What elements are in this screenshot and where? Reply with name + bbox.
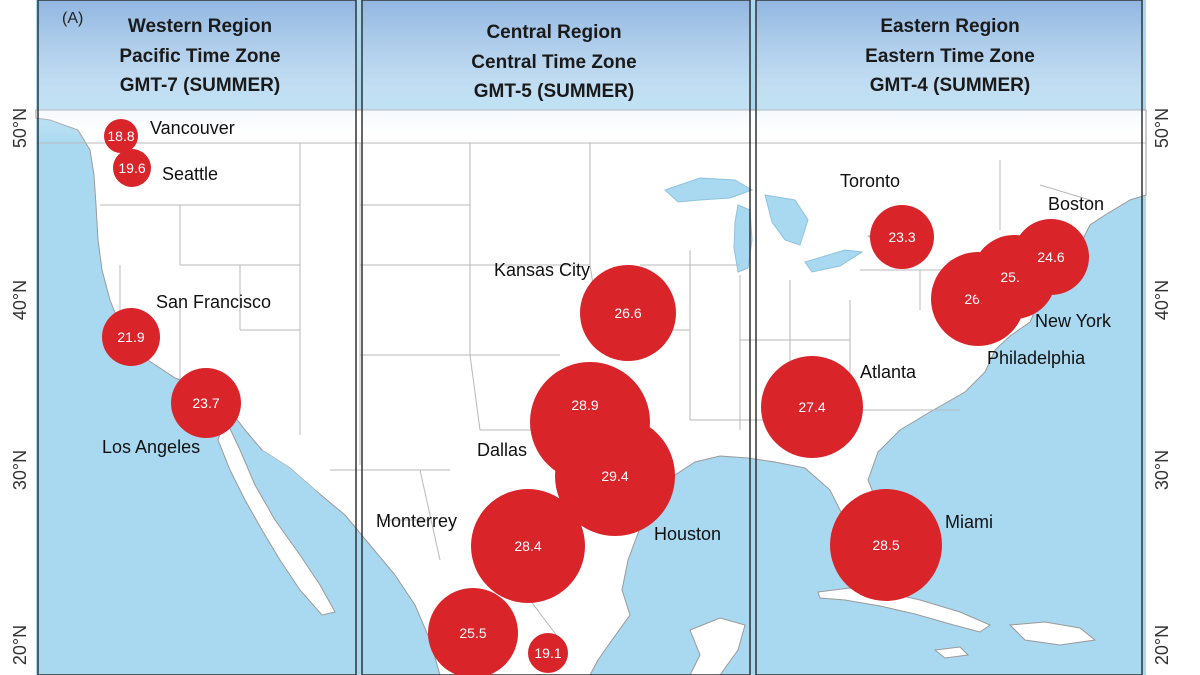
region-title-line: Eastern Region	[880, 16, 1019, 37]
region-title-line: Central Region	[486, 22, 621, 43]
latitude-label: 40°N	[10, 280, 30, 320]
city-marker-circle	[761, 356, 863, 458]
latitude-label: 20°N	[1152, 625, 1172, 665]
city-marker-miami: 28.5 Miami	[830, 489, 993, 601]
city-name: Boston	[1048, 194, 1104, 214]
city-value: 27.4	[798, 399, 825, 415]
city-name: San Francisco	[156, 292, 271, 312]
city-marker-circle	[870, 205, 934, 269]
city-marker-san-francisco: 21.9 San Francisco	[102, 292, 271, 366]
city-marker-atlanta: 27.4 Atlanta	[761, 356, 917, 458]
city-name: Seattle	[162, 164, 218, 184]
city-name: Toronto	[840, 171, 900, 191]
city-value: 19.6	[118, 160, 145, 176]
city-marker-unlabeled-mexico-2: 19.1	[528, 633, 568, 673]
city-name: Kansas City	[494, 260, 590, 280]
city-marker-circle	[104, 119, 138, 153]
region-gmt-line: GMT-4 (SUMMER)	[870, 75, 1030, 96]
city-name: Philadelphia	[987, 348, 1086, 368]
city-marker-los-angeles: 23.7 Los Angeles	[102, 368, 241, 457]
city-value: 28.4	[514, 538, 541, 554]
city-marker-boston: 24.6 Boston	[1013, 194, 1104, 295]
city-name: Houston	[654, 524, 721, 544]
city-name: Vancouver	[150, 118, 235, 138]
city-marker-circle	[580, 265, 676, 361]
city-value: 23.3	[888, 229, 915, 245]
yucatan	[689, 617, 746, 675]
eastern-region-title: Eastern Region Eastern Time Zone GMT-4 (…	[865, 16, 1035, 96]
city-name: New York	[1035, 311, 1112, 331]
hispaniola	[1008, 621, 1097, 646]
gulf-of-california	[262, 450, 380, 580]
city-value: 25.5	[459, 625, 486, 641]
city-name: Dallas	[477, 440, 527, 460]
lake-superior	[664, 177, 754, 203]
region-timezone-line: Central Time Zone	[471, 52, 636, 73]
city-name: Los Angeles	[102, 437, 200, 457]
latitude-label: 50°N	[1152, 108, 1172, 148]
western-region-title: Western Region Pacific Time Zone GMT-7 (…	[119, 16, 280, 96]
central-region-title: Central Region Central Time Zone GMT-5 (…	[471, 22, 636, 102]
latitude-label: 20°N	[10, 625, 30, 665]
city-value: 29.4	[601, 468, 628, 484]
jamaica	[933, 646, 970, 659]
latitude-label: 40°N	[1152, 280, 1172, 320]
region-title-line: Western Region	[128, 16, 272, 37]
latitude-axis-left: 50°N 40°N 30°N 20°N	[10, 108, 30, 665]
city-value: 28.5	[872, 537, 899, 553]
central-header-fade	[362, 0, 750, 145]
city-marker-circle	[171, 368, 241, 438]
city-marker-circle	[102, 308, 160, 366]
lake-erie	[804, 249, 864, 273]
city-marker-circle	[528, 633, 568, 673]
region-gmt-line: GMT-5 (SUMMER)	[474, 81, 634, 102]
western-header-fade	[38, 0, 356, 145]
region-gmt-line: GMT-7 (SUMMER)	[120, 75, 280, 96]
region-timezone-line: Pacific Time Zone	[119, 46, 280, 67]
baja-peninsula	[217, 416, 336, 616]
panel-label: (A)	[62, 10, 83, 27]
city-value: 26.6	[614, 305, 641, 321]
city-marker-kansas-city: 26.6 Kansas City	[494, 260, 676, 361]
region-timezone-line: Eastern Time Zone	[865, 46, 1035, 67]
lake-huron	[764, 194, 809, 246]
city-marker-houston: 29.4 Houston	[555, 416, 721, 544]
city-marker-circle	[555, 416, 675, 536]
region-frames	[37, 0, 1143, 675]
city-name: Monterrey	[376, 511, 457, 531]
city-marker-circle	[830, 489, 942, 601]
city-marker-circle	[428, 588, 518, 675]
latitude-label: 30°N	[10, 450, 30, 490]
city-value: 19.1	[534, 645, 561, 661]
city-marker-toronto: 23.3 Toronto	[840, 171, 934, 269]
city-value: 18.8	[107, 128, 134, 144]
city-value: 21.9	[117, 329, 144, 345]
city-value: 23.7	[192, 395, 219, 411]
city-marker-circle	[1013, 219, 1089, 295]
latitude-label: 30°N	[1152, 450, 1172, 490]
city-marker-circle	[471, 489, 585, 603]
city-marker-circle	[113, 149, 151, 187]
city-name: Miami	[945, 512, 993, 532]
city-value: 28.9	[571, 397, 598, 413]
latitude-axis-right: 50°N 40°N 30°N 20°N	[1152, 108, 1172, 665]
city-marker-vancouver: 18.8 Vancouver	[104, 118, 235, 153]
eastern-header-fade	[756, 0, 1142, 145]
city-name: Atlanta	[860, 362, 917, 382]
city-marker-seattle: 19.6 Seattle	[113, 149, 218, 187]
city-value: 24.6	[1037, 249, 1064, 265]
city-marker-monterrey: 28.4 Monterrey	[376, 489, 585, 603]
latitude-label: 50°N	[10, 108, 30, 148]
city-marker-unlabeled-mexico-1: 25.5	[428, 588, 518, 675]
